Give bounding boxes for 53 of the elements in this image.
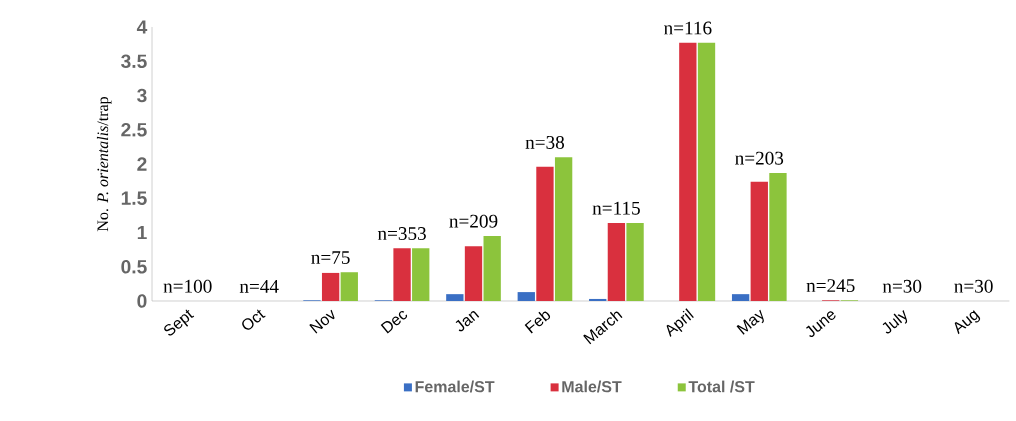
annotation: n=209 <box>449 214 498 228</box>
y-tick-label: 2.5 <box>121 122 147 137</box>
x-tick-label: Oct <box>242 309 266 330</box>
bar <box>446 294 464 301</box>
y-axis-title: No. P. orientalis/trap <box>96 96 112 232</box>
annotation: n=203 <box>735 151 784 165</box>
bar <box>589 298 607 301</box>
x-tick-label: July <box>882 310 908 334</box>
bar <box>393 248 411 301</box>
annotation: n=100 <box>163 279 212 293</box>
y-tick-label: 2 <box>137 157 147 171</box>
x-tick-label: Nov <box>309 309 335 334</box>
legend-label: Male/ST <box>562 380 622 393</box>
y-tick-label: 4 <box>136 20 148 34</box>
y-tick-label: 0.5 <box>121 259 147 274</box>
annotation: n=245 <box>806 279 855 293</box>
annotation: n=116 <box>664 21 712 35</box>
annotation: n=353 <box>377 227 426 240</box>
x-tick-label: Feb <box>524 311 551 334</box>
annotation: n=30 <box>954 279 993 293</box>
x-tick-label: June <box>806 311 836 338</box>
y-tick-label: 0 <box>137 294 147 308</box>
bar <box>750 181 768 301</box>
bar <box>626 222 644 301</box>
x-tick-label: Sept <box>164 309 195 336</box>
bar <box>412 248 430 301</box>
bar <box>321 272 340 301</box>
bar <box>554 157 573 301</box>
bar <box>536 166 554 301</box>
x-tick-label: Dec <box>380 310 408 334</box>
bar <box>517 292 535 301</box>
bar <box>464 246 483 301</box>
annotation: n=30 <box>882 279 922 293</box>
bar <box>340 272 358 301</box>
bar <box>731 294 750 301</box>
x-tick-label: Jan <box>455 311 480 332</box>
annotation: n=44 <box>239 280 279 293</box>
bar <box>679 42 697 301</box>
annotation: n=38 <box>525 135 565 149</box>
y-tick-label: 3.5 <box>121 54 147 69</box>
bar <box>697 42 716 301</box>
legend-label: Total /ST <box>688 380 755 393</box>
legend-label: Female/ST <box>415 380 495 393</box>
y-tick-label: 1.5 <box>121 191 147 205</box>
bar <box>483 235 501 301</box>
y-tick-label: 3 <box>137 88 147 103</box>
bar <box>607 222 626 301</box>
annotation: n=115 <box>592 201 640 215</box>
x-tick-label: May <box>736 309 764 335</box>
x-tick-label: Aug <box>954 310 981 335</box>
y-tick-label: 1 <box>137 225 147 240</box>
bar <box>769 172 787 301</box>
annotation: n=75 <box>311 251 350 264</box>
